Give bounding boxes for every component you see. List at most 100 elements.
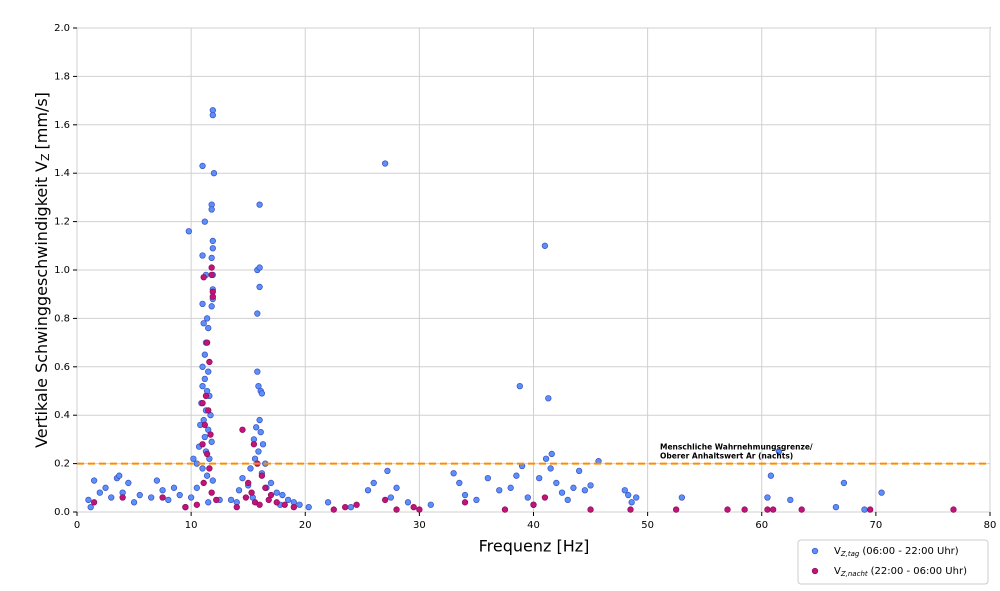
y-tick-label: 0.8 bbox=[54, 313, 70, 324]
legend-name: V bbox=[834, 546, 841, 557]
x-tick-label: 50 bbox=[641, 520, 654, 531]
scatter-point bbox=[203, 339, 211, 346]
scatter-point bbox=[798, 506, 805, 513]
scatter-point bbox=[209, 237, 216, 245]
scatter-point bbox=[242, 494, 250, 501]
scatter-point bbox=[536, 474, 543, 482]
scatter-point bbox=[227, 496, 235, 504]
scatter-point bbox=[208, 271, 215, 278]
scatter-point bbox=[254, 368, 261, 375]
threshold-label: Menschliche Wahrnehmungsgrenze/ bbox=[660, 443, 813, 452]
scatter-point bbox=[87, 504, 94, 511]
scatter-point bbox=[324, 499, 332, 506]
scatter-point bbox=[553, 479, 560, 487]
scatter-point bbox=[247, 465, 254, 472]
scatter-point bbox=[206, 465, 213, 472]
scatter-point bbox=[545, 395, 552, 402]
scatter-point bbox=[587, 506, 594, 513]
scatter-point bbox=[165, 496, 172, 504]
y-tick-label: 0.6 bbox=[54, 362, 70, 373]
scatter-point bbox=[193, 484, 200, 491]
legend-sub: Z,tag bbox=[840, 550, 860, 558]
scatter-point bbox=[257, 428, 264, 436]
scatter-point bbox=[840, 479, 848, 487]
scatter-point bbox=[239, 474, 246, 482]
scatter-point bbox=[200, 479, 207, 487]
scatter-point bbox=[878, 489, 885, 496]
scatter-point bbox=[258, 390, 266, 397]
scatter-point bbox=[205, 499, 212, 506]
scatter-point bbox=[384, 467, 391, 475]
scatter-point bbox=[370, 479, 377, 487]
scatter-point bbox=[416, 506, 423, 513]
scatter-point bbox=[764, 494, 771, 501]
scatter-point bbox=[484, 474, 492, 482]
scatter-point bbox=[273, 489, 280, 496]
scatter-point bbox=[342, 504, 349, 511]
scatter-point bbox=[787, 496, 794, 504]
scatter-point bbox=[381, 160, 389, 167]
scatter-point bbox=[265, 496, 272, 504]
y-tick-label: 0.2 bbox=[54, 459, 70, 470]
scatter-point bbox=[199, 252, 206, 259]
scatter-point bbox=[296, 501, 303, 508]
y-tick-label: 1.4 bbox=[54, 168, 70, 179]
scatter-point bbox=[541, 242, 549, 249]
x-tick-label: 70 bbox=[870, 520, 883, 531]
scatter-point bbox=[176, 491, 183, 499]
scatter-point bbox=[558, 489, 566, 496]
y-tick-label: 1.0 bbox=[54, 265, 70, 276]
x-tick-label: 40 bbox=[527, 520, 540, 531]
scatter-point bbox=[259, 441, 267, 448]
scatter-point bbox=[764, 506, 771, 513]
scatter-point bbox=[353, 501, 360, 508]
scatter-point bbox=[235, 487, 243, 494]
scatter-point bbox=[542, 455, 550, 462]
x-tick-label: 0 bbox=[74, 520, 80, 531]
scatter-point bbox=[256, 501, 263, 508]
scatter-point bbox=[185, 228, 192, 235]
scatter-point bbox=[576, 467, 583, 475]
scatter-point bbox=[516, 383, 523, 390]
scatter-point bbox=[201, 421, 208, 429]
scatter-point bbox=[305, 504, 312, 511]
scatter-point bbox=[513, 472, 520, 479]
scatter-point bbox=[209, 245, 216, 252]
legend-name: V bbox=[834, 566, 841, 577]
scatter-point bbox=[210, 170, 218, 177]
scatter-point bbox=[208, 264, 215, 271]
scatter-point bbox=[208, 303, 215, 310]
scatter-point bbox=[724, 506, 731, 513]
y-tick-label: 1.2 bbox=[54, 217, 70, 228]
scatter-point bbox=[200, 320, 207, 327]
scatter-point bbox=[473, 496, 480, 504]
scatter-point bbox=[767, 472, 775, 479]
scatter-point bbox=[347, 504, 355, 511]
scatter-point bbox=[450, 470, 457, 477]
scatter-point bbox=[209, 477, 216, 484]
scatter-point bbox=[501, 506, 509, 513]
scatter-point bbox=[102, 484, 109, 491]
x-tick-label: 60 bbox=[755, 520, 768, 531]
scatter-point bbox=[770, 506, 777, 513]
scatter-point bbox=[201, 433, 208, 441]
y-tick-label: 0.0 bbox=[54, 507, 70, 518]
scatter-point bbox=[256, 201, 263, 208]
scatter-point bbox=[208, 438, 215, 445]
scatter-point bbox=[203, 315, 211, 322]
scatter-point bbox=[548, 450, 555, 458]
scatter-point bbox=[202, 392, 210, 399]
scatter-point bbox=[187, 494, 195, 501]
scatter-point bbox=[381, 496, 389, 504]
y-tick-label: 0.4 bbox=[54, 410, 70, 421]
scatter-point bbox=[673, 506, 680, 513]
scatter-point bbox=[203, 472, 211, 479]
scatter-point bbox=[199, 399, 206, 407]
scatter-point bbox=[199, 465, 206, 472]
scatter-point bbox=[85, 496, 92, 504]
scatter-point bbox=[148, 494, 155, 501]
scatter-point bbox=[208, 489, 215, 496]
scatter-point bbox=[90, 477, 98, 484]
scatter-point bbox=[136, 491, 143, 499]
scatter-point bbox=[90, 499, 98, 506]
